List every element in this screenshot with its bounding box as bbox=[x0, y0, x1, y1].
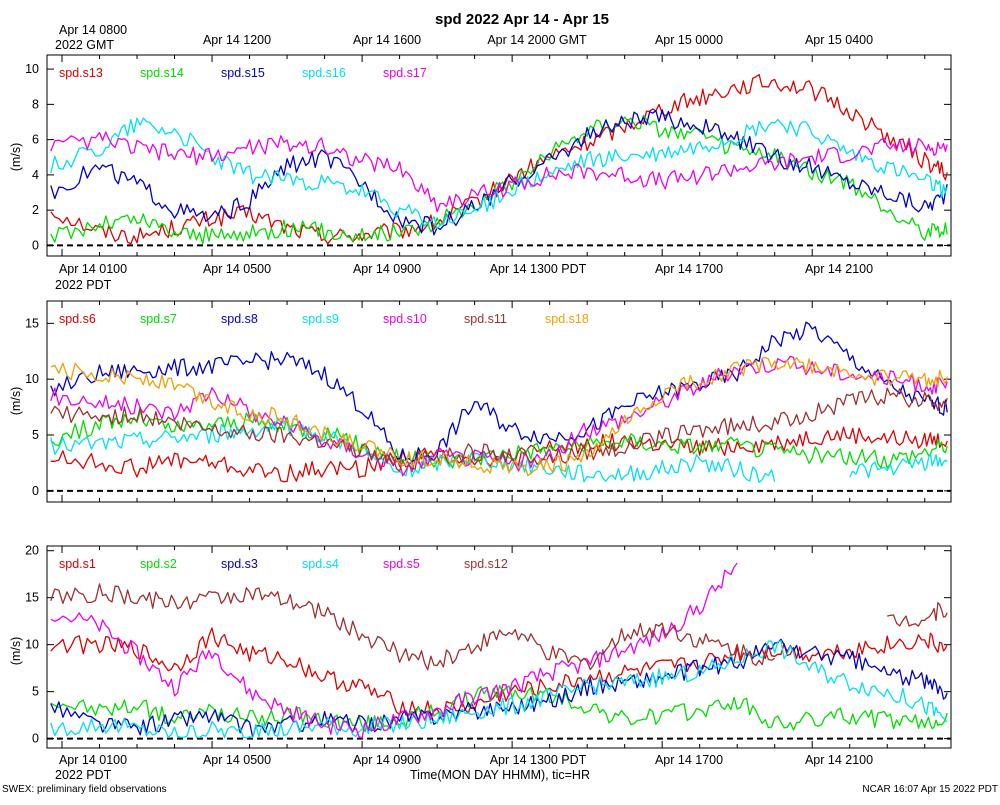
top-axis: Apr 14 0800 2022 GMT Apr 14 1200 Apr 14 … bbox=[55, 23, 873, 52]
legend-spd-s16: spd.s16 bbox=[302, 66, 346, 80]
panel-3: 0 5 10 15 20 spd.s1 spd.s2 spd.s3 spd.s4 spd.s5 sp… bbox=[25, 544, 952, 749]
y-tick-label: 4 bbox=[32, 168, 39, 182]
top-axis-label: Apr 14 2000 GMT bbox=[487, 33, 587, 47]
series-line-spd-s18 bbox=[50, 356, 948, 477]
legend-spd-s13: spd.s13 bbox=[59, 66, 103, 80]
series-line-spd-s16 bbox=[50, 117, 948, 230]
y-tick-label: 2 bbox=[32, 203, 39, 217]
x-axis-title: Time(MON DAY HHMM), tic=HR bbox=[410, 768, 590, 782]
pdt-axis-label: Apr 14 0900 bbox=[353, 753, 421, 767]
series-line-spd-s5 bbox=[50, 562, 738, 739]
series-line-spd-s11 bbox=[50, 387, 948, 472]
series-line-spd-s8 bbox=[50, 321, 948, 463]
legend-spd-s10: spd.s10 bbox=[383, 312, 427, 326]
pdt-axis-label: Apr 14 2100 bbox=[805, 753, 873, 767]
legend-spd-s4: spd.s4 bbox=[302, 557, 339, 571]
footer-right: NCAR 16:07 Apr 15 2022 PDT bbox=[862, 784, 998, 795]
top-axis-label: Apr 14 1200 bbox=[203, 33, 271, 47]
series-line-spd-s13 bbox=[50, 73, 948, 245]
pdt-axis-label: Apr 14 0500 bbox=[203, 753, 271, 767]
legend-spd-s12: spd.s12 bbox=[464, 557, 508, 571]
top-axis-first-sub: 2022 GMT bbox=[55, 38, 114, 52]
series-line-spd-s4 bbox=[50, 640, 948, 739]
panel-2: 0 5 10 15 spd.s6 spd.s7 spd.s8 spd.s9 spd.s10 spd… bbox=[25, 300, 952, 503]
legend-spd-s6: spd.s6 bbox=[59, 312, 96, 326]
y-tick-label: 8 bbox=[32, 97, 39, 111]
pdt-axis-label: Apr 14 0900 bbox=[353, 262, 421, 276]
panel1-ylabel: (m/s) bbox=[9, 143, 23, 171]
panel-frame bbox=[46, 300, 952, 503]
y-tick-label: 0 bbox=[32, 238, 39, 252]
legend-spd-s17: spd.s17 bbox=[383, 66, 427, 80]
series-line-spd-s12 bbox=[50, 583, 948, 671]
series-line-spd-s9 bbox=[50, 417, 948, 483]
y-tick-label: 10 bbox=[25, 638, 39, 652]
y-tick-label: 15 bbox=[25, 591, 39, 605]
pdt-axis-label: Apr 14 2100 bbox=[805, 262, 873, 276]
y-tick-label: 20 bbox=[25, 544, 39, 558]
pdt-axis-label: Apr 14 1700 bbox=[655, 262, 723, 276]
legend-spd-s2: spd.s2 bbox=[140, 557, 177, 571]
legend-spd-s1: spd.s1 bbox=[59, 557, 96, 571]
panel-frame bbox=[46, 545, 952, 749]
panel-frame bbox=[46, 54, 952, 257]
top-axis-first-label: Apr 14 0800 bbox=[59, 23, 127, 37]
pdt-axis-first-label: Apr 14 0100 bbox=[59, 262, 127, 276]
series-line-spd-s3 bbox=[50, 638, 948, 738]
y-tick-label: 10 bbox=[25, 372, 39, 386]
legend-spd-s5: spd.s5 bbox=[383, 557, 420, 571]
footer-left: SWEX: preliminary field observations bbox=[2, 784, 167, 795]
series-line-spd-s1 bbox=[50, 627, 948, 718]
top-axis-label: Apr 15 0400 bbox=[805, 33, 873, 47]
series-line-spd-s14 bbox=[50, 114, 948, 245]
legend-spd-s9: spd.s9 bbox=[302, 312, 339, 326]
y-tick-label: 5 bbox=[32, 685, 39, 699]
panel2-ylabel: (m/s) bbox=[9, 387, 23, 415]
y-tick-label: 15 bbox=[25, 316, 39, 330]
series-line-spd-s15 bbox=[50, 109, 948, 236]
pdt-axis-label: Apr 14 1300 PDT bbox=[490, 262, 587, 276]
legend-spd-s11: spd.s11 bbox=[464, 312, 507, 326]
panel1-bottom-axis: Apr 14 0100 2022 PDT Apr 14 0500 Apr 14 … bbox=[55, 262, 873, 292]
panel3-ylabel: (m/s) bbox=[9, 637, 23, 665]
pdt-axis-label: Apr 14 1300 PDT bbox=[490, 753, 587, 767]
y-tick-label: 10 bbox=[25, 62, 39, 76]
panel-1: 0 2 4 6 8 10 spd.s13 spd.s14 spd.s15 spd.s16 spd.s… bbox=[25, 54, 952, 257]
legend-spd-s15: spd.s15 bbox=[221, 66, 265, 80]
legend-spd-s18: spd.s18 bbox=[545, 312, 589, 326]
pdt-axis-first-label: Apr 14 0100 bbox=[59, 753, 127, 767]
y-tick-label: 6 bbox=[32, 133, 39, 147]
legend-spd-s14: spd.s14 bbox=[140, 66, 184, 80]
legend-spd-s8: spd.s8 bbox=[221, 312, 258, 326]
legend-spd-s3: spd.s3 bbox=[221, 557, 258, 571]
pdt-axis-first-sub: 2022 PDT bbox=[55, 768, 112, 782]
y-tick-label: 0 bbox=[32, 732, 39, 746]
y-tick-label: 5 bbox=[32, 428, 39, 442]
pdt-axis-label: Apr 14 0500 bbox=[203, 262, 271, 276]
top-axis-label: Apr 15 0000 bbox=[655, 33, 723, 47]
series-line-spd-s17 bbox=[50, 131, 948, 213]
chart-title: spd 2022 Apr 14 - Apr 15 bbox=[435, 11, 609, 28]
legend-spd-s7: spd.s7 bbox=[140, 312, 177, 326]
panel3-bottom-axis: Apr 14 0100 2022 PDT Apr 14 0500 Apr 14 … bbox=[55, 753, 873, 782]
y-tick-label: 0 bbox=[32, 484, 39, 498]
top-axis-label: Apr 14 1600 bbox=[353, 33, 421, 47]
pdt-axis-label: Apr 14 1700 bbox=[655, 753, 723, 767]
pdt-axis-first-sub: 2022 PDT bbox=[55, 278, 112, 292]
